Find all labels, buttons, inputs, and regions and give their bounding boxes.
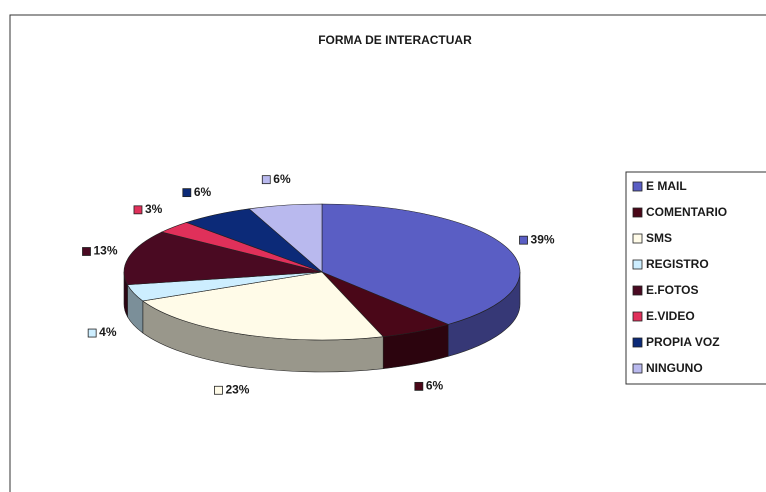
legend-label: COMENTARIO	[646, 205, 727, 219]
label-marker	[82, 247, 91, 256]
legend-label: REGISTRO	[646, 257, 709, 271]
label-marker	[182, 188, 192, 198]
slice	[248, 203, 323, 273]
data-label: 23%	[225, 382, 249, 396]
slice	[142, 271, 384, 341]
data-label: 6%	[273, 172, 291, 186]
legend-swatch	[632, 311, 643, 322]
slice	[321, 203, 521, 325]
legend-label: E.VIDEO	[646, 309, 695, 323]
chart-title: FORMA DE INTERACTUAR	[318, 33, 472, 47]
legend-label: E.FOTOS	[646, 283, 698, 297]
label-marker	[214, 385, 223, 395]
legend-swatch	[632, 233, 643, 244]
legend-label: PROPIA VOZ	[646, 335, 720, 349]
legend-swatch	[632, 259, 643, 270]
label-marker	[87, 328, 97, 338]
legend-swatch	[632, 181, 643, 192]
label-marker	[133, 205, 143, 215]
data-label: 6%	[194, 185, 212, 199]
legend-label: E MAIL	[646, 179, 687, 193]
label-marker	[261, 175, 271, 185]
data-label: 3%	[145, 202, 163, 216]
data-label: 13%	[93, 244, 117, 258]
legend-swatch	[632, 363, 643, 374]
legend-swatch	[632, 337, 643, 348]
slice	[123, 231, 323, 286]
label-marker	[519, 235, 528, 245]
data-label: 6%	[426, 379, 444, 393]
legend-box	[625, 171, 766, 385]
legend-swatch	[632, 207, 643, 218]
data-label: 4%	[99, 325, 117, 339]
legend-swatch	[632, 285, 643, 296]
legend-label: SMS	[646, 231, 672, 245]
label-marker	[414, 381, 424, 391]
legend-label: NINGUNO	[646, 361, 703, 375]
data-label: 39%	[531, 232, 555, 246]
